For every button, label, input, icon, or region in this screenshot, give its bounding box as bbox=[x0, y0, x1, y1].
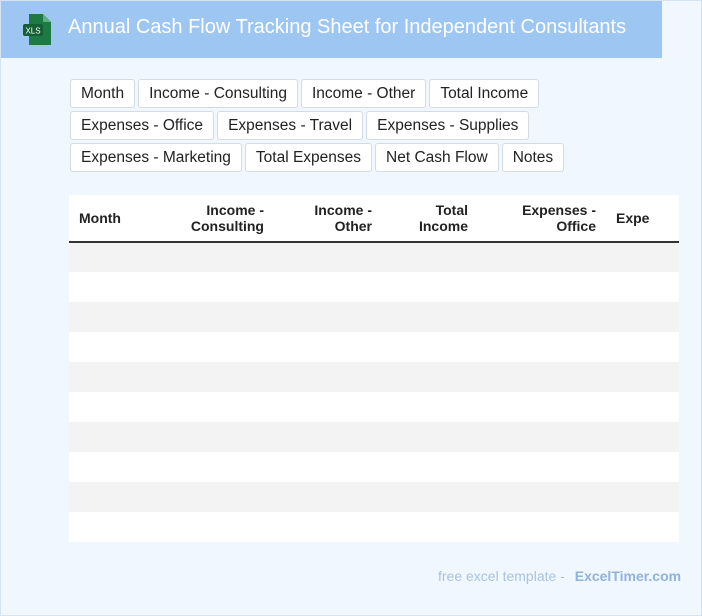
footer-prefix: free excel template - bbox=[438, 568, 565, 584]
column-header-total-income[interactable]: Total Income bbox=[382, 195, 478, 243]
column-header-income-consulting[interactable]: Income - Consulting bbox=[169, 195, 274, 243]
chip-total-income[interactable]: Total Income bbox=[429, 79, 540, 108]
chip-expenses-supplies[interactable]: Expenses - Supplies bbox=[366, 111, 530, 140]
table-row bbox=[69, 332, 679, 362]
chip-income-other[interactable]: Income - Other bbox=[300, 79, 427, 108]
table-row bbox=[69, 482, 679, 512]
table-row bbox=[69, 512, 679, 542]
table-row bbox=[69, 452, 679, 482]
chip-month[interactable]: Month bbox=[70, 79, 136, 108]
table-row bbox=[69, 242, 679, 272]
chip-expenses-office[interactable]: Expenses - Office bbox=[70, 111, 215, 140]
page-title: Annual Cash Flow Tracking Sheet for Inde… bbox=[68, 16, 627, 38]
chip-total-expenses[interactable]: Total Expenses bbox=[244, 143, 373, 172]
chip-expenses-travel[interactable]: Expenses - Travel bbox=[217, 111, 364, 140]
footer-brand-link[interactable]: ExcelTimer.com bbox=[574, 568, 682, 584]
title-bar: XLS Annual Cash Flow Tracking Sheet for … bbox=[1, 1, 662, 58]
table-header-row: Month Income - Consulting Income - Other T… bbox=[69, 195, 679, 243]
table-row bbox=[69, 392, 679, 422]
xls-icon-label: XLS bbox=[25, 27, 40, 36]
table-row bbox=[69, 272, 679, 302]
footer-credit: free excel template - ExcelTimer.com bbox=[438, 568, 681, 584]
chip-expenses-marketing[interactable]: Expenses - Marketing bbox=[70, 143, 242, 172]
chip-notes[interactable]: Notes bbox=[501, 143, 565, 172]
column-header-expenses-office[interactable]: Expenses - Office bbox=[478, 195, 606, 243]
chip-net-cash-flow[interactable]: Net Cash Flow bbox=[375, 143, 499, 172]
column-header-month[interactable]: Month bbox=[69, 195, 169, 243]
table-row bbox=[69, 302, 679, 332]
column-header-expenses-travel[interactable]: Expe bbox=[606, 195, 679, 243]
table-row bbox=[69, 362, 679, 392]
cash-flow-table: Month Income - Consulting Income - Other T… bbox=[69, 195, 679, 542]
column-chip-list: Month Income - Consulting Income - Other… bbox=[70, 79, 670, 172]
table-row bbox=[69, 422, 679, 452]
chip-income-consulting[interactable]: Income - Consulting bbox=[138, 79, 298, 108]
xls-file-icon: XLS bbox=[23, 14, 51, 45]
column-header-income-other[interactable]: Income - Other bbox=[274, 195, 382, 243]
